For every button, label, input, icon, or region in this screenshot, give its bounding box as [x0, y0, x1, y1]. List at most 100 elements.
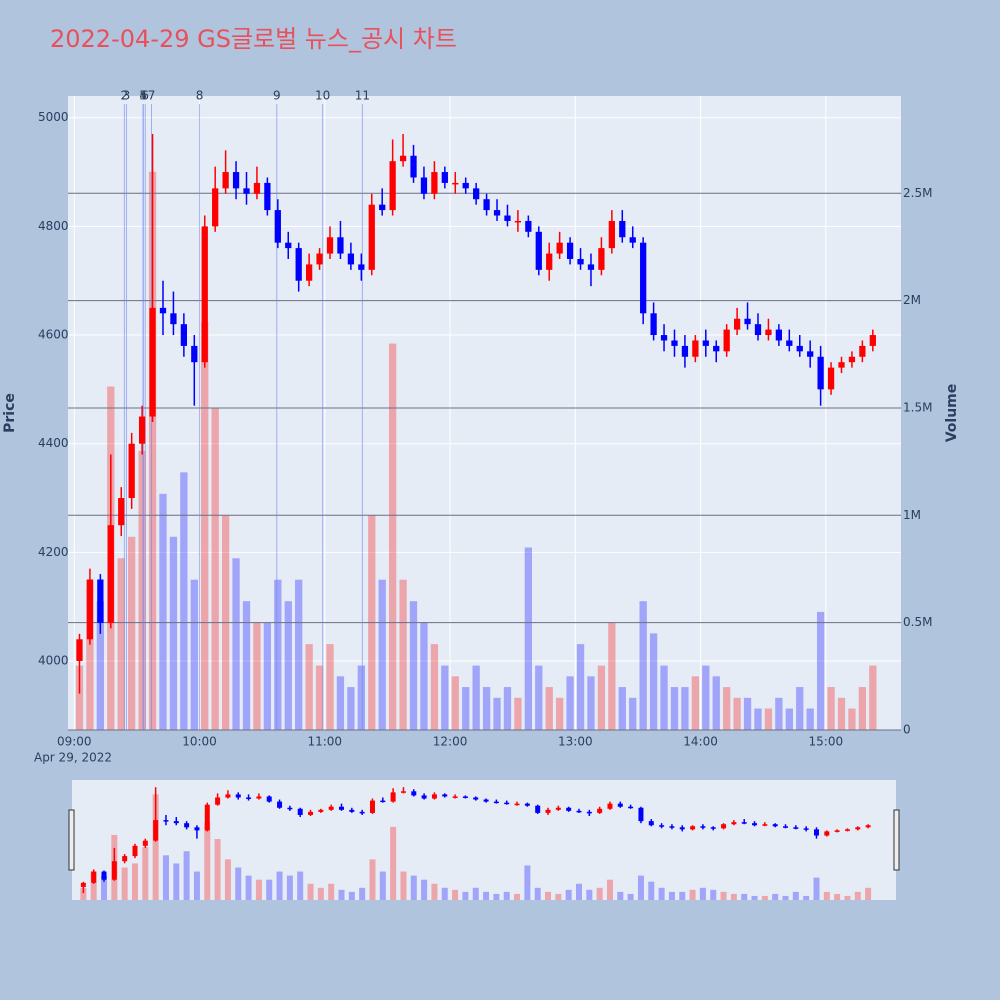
candle-body [796, 345, 803, 352]
slider-volume-bar [854, 891, 861, 900]
candle-body [232, 172, 240, 189]
news-label: 7 [148, 89, 156, 103]
slider-handle[interactable] [893, 809, 900, 871]
candle-body [566, 807, 572, 811]
candle-body [243, 188, 250, 194]
candle-body [535, 805, 541, 813]
candle-body [337, 237, 344, 254]
volume-bar [326, 644, 334, 730]
candle-body [410, 155, 417, 178]
slider-volume-bar [503, 891, 510, 900]
news-label: 5 [139, 89, 147, 103]
candle-body [679, 827, 685, 830]
candle-body [848, 356, 856, 363]
candle-body [97, 579, 104, 623]
volume-bar [816, 611, 825, 730]
volume-bar [378, 579, 386, 730]
news-label: 6 [141, 89, 149, 103]
candle-body [122, 856, 128, 862]
candle-body [411, 791, 417, 796]
volume-bar [806, 708, 814, 730]
x-tick-label: 13:00 [558, 735, 593, 749]
y2-tick-label: 2M [903, 293, 921, 307]
slider-volume-bar [648, 881, 655, 900]
volume-bar [587, 676, 595, 730]
candle-body [493, 210, 501, 216]
news-label: 11 [355, 89, 370, 103]
volume-bar [566, 676, 574, 730]
candle-body [629, 237, 636, 243]
y-tick-label: 4400 [38, 436, 69, 450]
volume-bar [211, 407, 219, 730]
slider-volume-bar [142, 847, 149, 900]
candle-body [118, 498, 125, 526]
volume-bar [858, 687, 867, 730]
candle-body [504, 215, 511, 221]
candle-body [607, 803, 613, 809]
candle-body [349, 809, 355, 812]
volume-bar [117, 558, 125, 730]
volume-bar [96, 601, 105, 730]
candle-body [713, 345, 720, 352]
slider-volume-bar [131, 863, 138, 900]
volume-bar [159, 493, 167, 730]
news-label: 10 [315, 89, 330, 103]
candle-body [316, 253, 323, 265]
slider-volume-bar [534, 887, 541, 900]
candle-body [838, 362, 845, 368]
candle-body [420, 177, 428, 194]
candle-body [628, 806, 634, 809]
candle-body [306, 264, 313, 281]
candle-body [328, 806, 334, 810]
candle-body [266, 796, 272, 802]
slider-volume-bar [483, 891, 490, 900]
candle-body [107, 525, 114, 623]
candle-body [142, 840, 148, 846]
slider-volume-bar [596, 887, 603, 900]
candle-body [827, 367, 835, 390]
slider-handle[interactable] [68, 809, 75, 871]
volume-bar [681, 687, 689, 730]
slider-volume-bar [245, 875, 252, 900]
slider-volume-bar [286, 875, 293, 900]
volume-bar [618, 687, 626, 730]
slider-volume-bar [255, 879, 262, 900]
y2-tick-label: 0 [903, 723, 911, 737]
volume-bar [837, 697, 846, 730]
candle-body [380, 800, 386, 803]
y2-tick-label: 2.5M [903, 186, 932, 200]
slider-volume-bar [658, 887, 665, 900]
volume-bar [441, 665, 449, 730]
candle-body [566, 242, 574, 259]
volume-bar [180, 472, 188, 730]
x-tick-label: 11:00 [307, 735, 342, 749]
candle-body [359, 811, 365, 814]
candle-body [369, 800, 375, 813]
slider-volume-bar [193, 871, 200, 900]
candle-body [473, 188, 480, 200]
candle-body [389, 161, 396, 211]
slider-volume-bar [761, 895, 768, 900]
slider-volume-bar [276, 871, 283, 900]
candle-body [752, 823, 758, 826]
candle-body [577, 258, 584, 265]
slider-volume-bar [514, 893, 521, 900]
candle-body [318, 809, 324, 812]
candle-body [201, 226, 208, 363]
candle-body [834, 830, 840, 832]
chart-title: 2022-04-29 GS글로벌 뉴스_공시 차트 [50, 25, 457, 53]
volume-bar [827, 687, 835, 730]
y-tick-label: 4800 [38, 219, 69, 233]
candle-body [149, 307, 156, 417]
slider-volume-bar [813, 877, 820, 900]
candle-body [855, 827, 861, 830]
candle-body [194, 827, 200, 831]
slider-volume-bar [214, 839, 221, 900]
slider-volume-bar [668, 891, 675, 900]
volume-bar [420, 622, 428, 730]
candle-body [576, 810, 582, 813]
candle-body [681, 345, 689, 357]
candle-body [702, 340, 709, 346]
y-axis-title: Price [2, 393, 18, 433]
volume-bar [451, 676, 459, 730]
